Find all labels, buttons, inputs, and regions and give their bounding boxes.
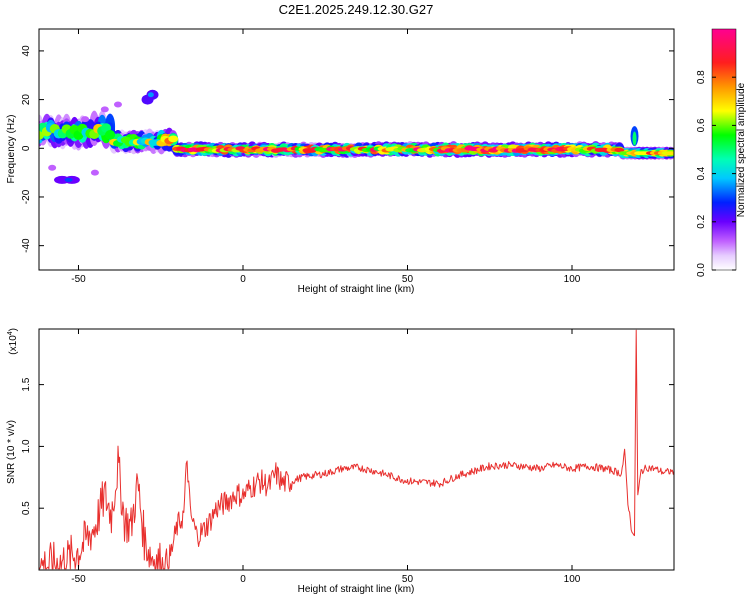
snr-multiplier: (x104)	[7, 328, 19, 355]
spectrogram-ytick-label: 40	[21, 45, 32, 57]
snr-ticks: -50 0 50 100 1.5 1.0 0.5	[21, 329, 674, 585]
snr-multiplier-exponent: 4	[7, 331, 14, 335]
snr-ytick-label: 1.0	[21, 439, 32, 453]
snr-multiplier-open: (x10	[8, 335, 19, 355]
heat-patch-lower-core	[64, 177, 73, 182]
heat-speckle	[100, 106, 109, 113]
heat-spike-core	[632, 131, 637, 146]
colorbar-ticks: 0.0 0.2 0.4 0.6 0.8	[696, 70, 736, 277]
snr-xtick-label: 0	[240, 574, 246, 585]
spectrogram-frame	[38, 28, 675, 271]
colorbar: 0.0 0.2 0.4 0.6 0.8 Normalized spectral ampl…	[696, 28, 747, 277]
spectrogram-ticks: -50 0 50 100 40 20 0 -20 -40	[21, 29, 674, 285]
spectrogram-xtick-label: 0	[240, 274, 246, 285]
colorbar-tick-label: 0.2	[696, 214, 707, 228]
colorbar-tick-label: 0.6	[696, 118, 707, 132]
figure-title: C2E1.2025.249.12.30.G27	[279, 2, 434, 17]
heat-speckle	[90, 169, 99, 176]
heat-speckle	[48, 164, 57, 171]
spectrogram-ytick-label: 20	[21, 94, 32, 106]
snr-xlabel: Height of straight line (km)	[298, 584, 415, 595]
spectrogram-xtick-label: 100	[564, 274, 581, 285]
spectrogram-xlabel: Height of straight line (km)	[298, 284, 415, 295]
spectrogram-panel: -50 0 50 100 40 20 0 -20 -40 Height of straight …	[6, 28, 675, 295]
snr-ytick-label: 0.5	[21, 501, 32, 515]
colorbar-tick-label: 0.4	[696, 166, 707, 180]
spectrogram-ytick-label: -40	[21, 238, 32, 253]
spectrogram-xtick-label: -50	[71, 274, 86, 285]
heat-speckle	[113, 101, 122, 108]
spectrogram-ytick-label: -20	[21, 189, 32, 204]
colorbar-tick-label: 0.8	[696, 70, 707, 84]
heat-band-core	[614, 147, 625, 153]
snr-series-line	[39, 329, 674, 570]
snr-ylabel: SNR (10 * v/v)	[6, 420, 17, 484]
spectrogram-xtick-label: 50	[402, 274, 414, 285]
heat-band-core	[665, 151, 674, 156]
colorbar-label: Normalized spectral amplitude	[736, 82, 747, 217]
snr-multiplier-close: )	[8, 328, 19, 331]
heat-speckle	[81, 116, 90, 123]
colorbar-gradient	[711, 28, 737, 271]
spectrogram-heatmap	[39, 89, 674, 184]
spectrogram-ylabel: Frequency (Hz)	[6, 115, 17, 184]
heat-band-core	[105, 130, 116, 140]
heat-patch-lower	[54, 175, 71, 184]
snr-xtick-label: 100	[564, 574, 581, 585]
spectrogram-ytick-label: 0	[21, 145, 32, 151]
snr-ytick-label: 1.5	[21, 377, 32, 391]
snr-panel: -50 0 50 100 1.5 1.0 0.5 Height of straight li…	[6, 328, 675, 595]
heat-band-core	[168, 135, 179, 143]
colorbar-tick-label: 0.0	[696, 263, 707, 277]
heat-patch-upper-core	[147, 92, 154, 98]
snr-frame	[38, 328, 675, 571]
snr-xtick-label: -50	[71, 574, 86, 585]
snr-xtick-label: 50	[402, 574, 414, 585]
